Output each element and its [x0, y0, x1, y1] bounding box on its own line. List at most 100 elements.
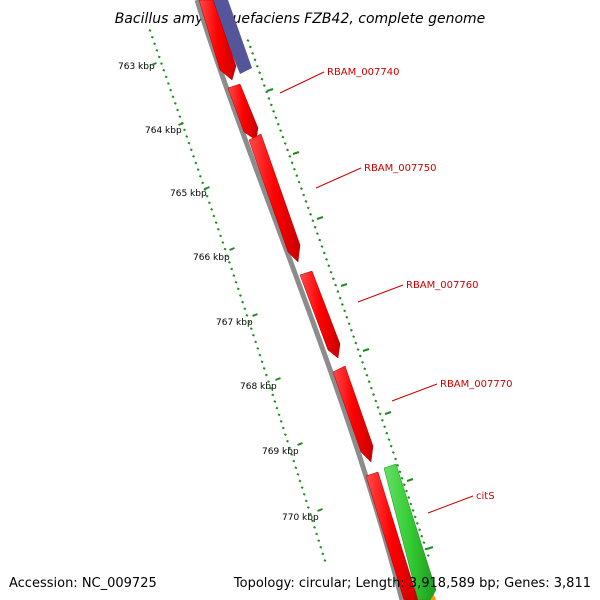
outer-minor-tick — [313, 225, 317, 229]
kbp-minor-tick — [169, 88, 173, 92]
gene-label[interactable]: RBAM_007740 — [327, 67, 399, 78]
kbp-minor-tick — [230, 267, 234, 271]
kbp-minor-tick — [260, 360, 264, 364]
kbp-minor-tick — [198, 174, 202, 178]
outer-minor-tick — [315, 232, 319, 236]
kbp-minor-tick — [196, 168, 200, 172]
outer-minor-tick — [356, 348, 360, 351]
kbp-tick-label: 770 kbp — [282, 513, 319, 523]
outer-minor-tick — [322, 251, 326, 255]
outer-minor-tick — [276, 122, 280, 126]
outer-minor-tick — [349, 328, 353, 332]
outer-minor-tick — [343, 309, 347, 313]
outer-minor-tick — [262, 84, 266, 87]
kbp-minor-tick — [290, 453, 294, 456]
kbp-tick-label: 768 kbp — [240, 382, 277, 392]
gene-arrow[interactable] — [332, 365, 374, 463]
outer-minor-tick — [402, 483, 406, 487]
kbp-minor-tick — [267, 380, 270, 384]
kbp-minor-tick — [150, 35, 154, 39]
kbp-minor-tick — [183, 128, 186, 132]
outer-minor-tick — [334, 283, 338, 287]
kbp-tick-label: 763 kbp — [118, 62, 155, 72]
kbp-minor-tick — [245, 313, 249, 317]
outer-major-tick — [362, 348, 370, 352]
kbp-minor-tick — [236, 287, 240, 291]
gene-arrow[interactable] — [365, 471, 419, 600]
kbp-minor-tick — [185, 135, 189, 138]
kbp-minor-tick — [221, 241, 225, 244]
kbp-major-tick — [229, 247, 235, 251]
outer-minor-tick — [288, 154, 292, 158]
gene-leader-line — [391, 383, 438, 402]
gene-arrow[interactable] — [227, 83, 259, 141]
gene-fragment-purple — [210, 0, 252, 74]
kbp-minor-tick — [311, 519, 314, 523]
kbp-minor-tick — [239, 294, 242, 297]
genome-summary-text: Topology: circular; Length: 3,918,589 bp… — [233, 576, 591, 591]
outer-minor-tick — [274, 116, 278, 120]
outer-minor-tick — [265, 90, 269, 94]
outer-minor-tick — [391, 451, 395, 454]
kbp-minor-tick — [315, 532, 319, 536]
kbp-minor-tick — [160, 62, 163, 66]
outer-minor-tick — [306, 206, 310, 210]
kbp-minor-tick — [212, 214, 216, 218]
kbp-minor-tick — [306, 506, 310, 509]
kbp-minor-tick — [258, 353, 262, 357]
outer-minor-tick — [374, 399, 378, 403]
outer-minor-tick — [336, 290, 340, 293]
outer-minor-tick — [398, 470, 402, 474]
outer-minor-tick — [297, 180, 301, 184]
outer-minor-tick — [320, 245, 324, 248]
outer-minor-tick — [424, 547, 428, 551]
outer-minor-tick — [345, 315, 349, 319]
gene-arrow[interactable] — [299, 270, 341, 359]
kbp-minor-tick — [228, 260, 231, 264]
outer-minor-tick — [380, 418, 384, 422]
kbp-minor-tick — [269, 386, 273, 390]
kbp-tick-label: 769 kbp — [262, 447, 299, 457]
gene-label[interactable]: RBAM_007750 — [364, 163, 436, 174]
kbp-minor-tick — [192, 154, 196, 158]
gene-label[interactable]: RBAM_007760 — [406, 280, 478, 291]
kbp-minor-tick — [264, 373, 268, 377]
gene-label[interactable]: citS — [476, 491, 495, 502]
outer-minor-tick — [383, 425, 387, 429]
outer-minor-tick — [363, 367, 367, 371]
outer-minor-tick — [405, 489, 408, 493]
outer-minor-tick — [426, 554, 430, 557]
gene-leader-line — [315, 167, 362, 189]
outer-major-tick — [406, 478, 414, 482]
gene-leader-line — [279, 71, 325, 94]
outer-minor-tick — [394, 457, 398, 461]
kbp-minor-tick — [164, 75, 168, 79]
kbp-minor-tick — [205, 194, 209, 198]
kbp-minor-tick — [171, 95, 175, 99]
kbp-minor-tick — [155, 48, 159, 52]
gene-label[interactable]: RBAM_007770 — [440, 379, 512, 390]
kbp-minor-tick — [187, 141, 191, 145]
outer-minor-tick — [281, 135, 285, 139]
kbp-minor-tick — [308, 512, 312, 516]
kbp-minor-tick — [262, 366, 266, 370]
outer-minor-tick — [279, 129, 283, 133]
kbp-minor-tick — [298, 479, 302, 483]
outer-minor-tick — [253, 58, 257, 62]
kbp-minor-tick — [194, 161, 198, 165]
kbp-minor-tick — [148, 29, 152, 32]
kbp-tick-label: 764 kbp — [145, 126, 182, 136]
outer-minor-tick — [387, 438, 391, 442]
kbp-minor-tick — [286, 439, 289, 443]
outer-minor-tick — [420, 534, 424, 538]
gene-arrow-fragment[interactable] — [198, 0, 237, 81]
outer-minor-tick — [309, 212, 313, 216]
kbp-minor-tick — [201, 181, 205, 185]
kbp-major-tick — [275, 377, 281, 381]
outer-minor-tick — [347, 322, 351, 326]
gene-arrow[interactable] — [248, 133, 301, 263]
outer-minor-tick — [248, 45, 252, 49]
gene-arrow-citS[interactable] — [383, 463, 437, 600]
kbp-minor-tick — [281, 426, 285, 430]
